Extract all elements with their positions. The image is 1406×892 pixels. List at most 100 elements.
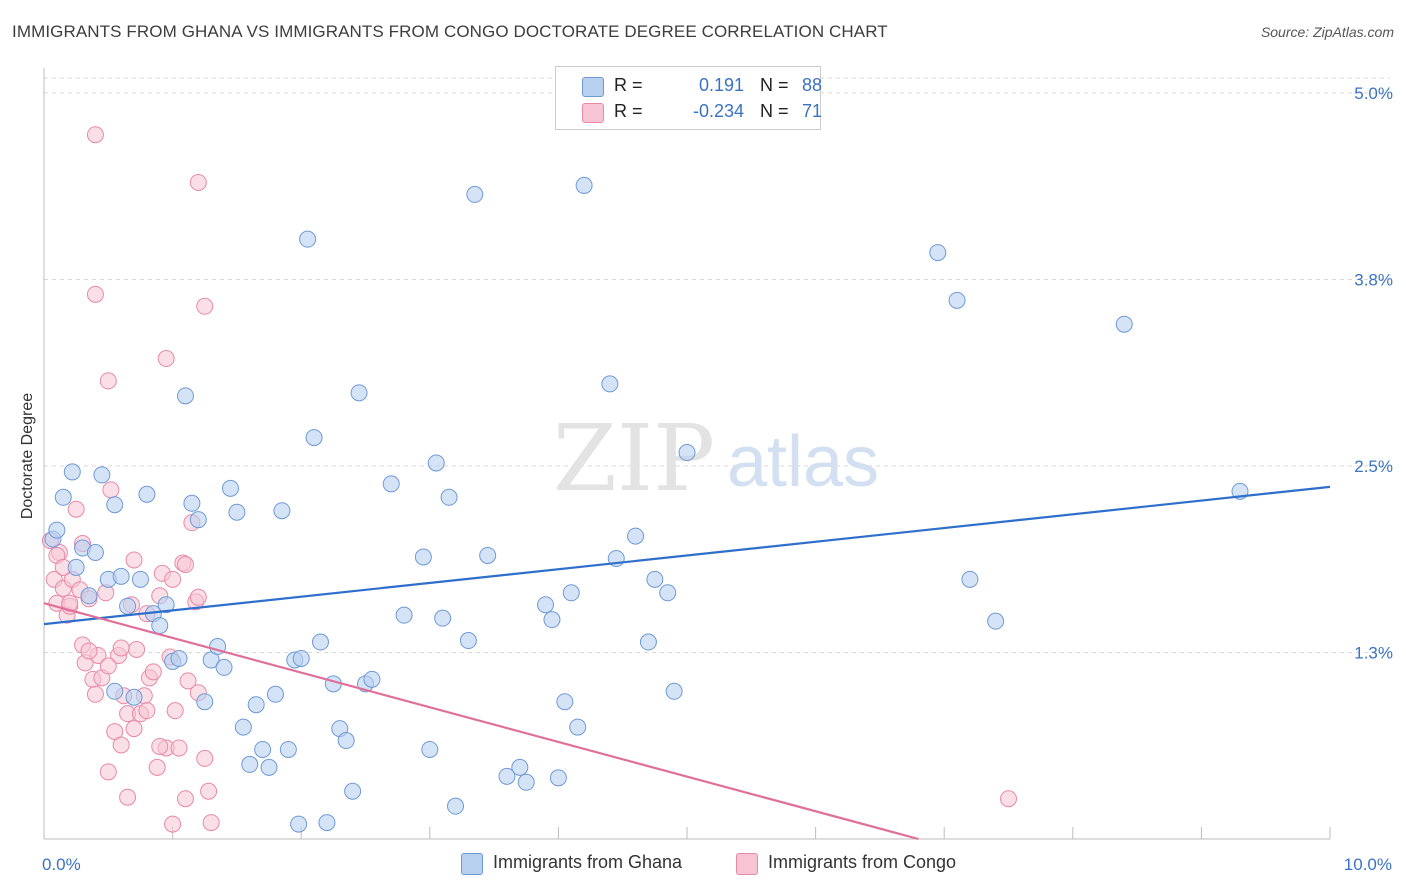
ghana-point xyxy=(459,632,477,650)
congo-point xyxy=(125,720,143,738)
ghana-point xyxy=(170,649,188,667)
congo-point xyxy=(86,285,104,303)
ghana-r-label: R = xyxy=(614,75,643,95)
congo-legend-label: Immigrants from Congo xyxy=(768,852,957,872)
congo-legend-swatch xyxy=(736,853,758,875)
ghana-legend-label: Immigrants from Ghana xyxy=(493,852,683,872)
ghana-point xyxy=(479,546,497,564)
ghana-point xyxy=(119,597,137,615)
ghana-point xyxy=(350,384,368,402)
chart-title: IMMIGRANTS FROM GHANA VS IMMIGRANTS FROM… xyxy=(12,22,888,41)
ghana-point xyxy=(556,693,574,711)
congo-point xyxy=(200,782,218,800)
ghana-point xyxy=(569,718,587,736)
source-credit: Source: ZipAtlas.com xyxy=(1260,24,1394,40)
y-tick-label: 3.8% xyxy=(1354,270,1393,289)
ghana-point xyxy=(948,291,966,309)
ghana-point xyxy=(260,758,278,776)
ghana-n-label: N = xyxy=(760,75,789,95)
congo-n-value: 71 xyxy=(801,101,822,121)
ghana-point xyxy=(221,479,239,497)
ghana-r-value: 0.191 xyxy=(698,75,744,95)
congo-point xyxy=(189,173,207,191)
congo-point xyxy=(189,588,207,606)
congo-point xyxy=(99,372,117,390)
trend-lines xyxy=(43,485,1331,841)
ghana-point xyxy=(299,230,317,248)
congo-point xyxy=(67,500,85,518)
ghana-point xyxy=(93,466,111,484)
ghana-points xyxy=(44,176,1249,833)
congo-points xyxy=(41,126,1017,833)
ghana-n-value: 88 xyxy=(801,75,822,95)
ghana-point xyxy=(183,494,201,512)
ghana-point xyxy=(511,758,529,776)
ghana-point xyxy=(575,176,593,194)
congo-point xyxy=(157,350,175,368)
ghana-point xyxy=(112,567,130,585)
congo-point xyxy=(151,737,169,755)
ghana-point xyxy=(196,693,214,711)
congo-point xyxy=(166,702,184,720)
stats-legend: R = 0.191 N = 88 R = -0.234 N = 71 xyxy=(555,66,822,130)
ghana-point xyxy=(344,782,362,800)
congo-point xyxy=(119,788,137,806)
ghana-point xyxy=(305,429,323,447)
ghana-point xyxy=(427,454,445,472)
ghana-point xyxy=(157,596,175,614)
ghana-point xyxy=(290,815,308,833)
ghana-point xyxy=(987,612,1005,630)
congo-point xyxy=(176,555,194,573)
ghana-point xyxy=(311,633,329,651)
congo-point xyxy=(125,551,143,569)
ghana-point xyxy=(138,485,156,503)
congo-r-value: -0.234 xyxy=(692,101,744,121)
y-tick-label: 2.5% xyxy=(1354,457,1393,476)
ghana-point xyxy=(318,814,336,832)
ghana-point xyxy=(80,587,98,605)
congo-r-label: R = xyxy=(614,101,643,121)
ghana-point xyxy=(498,767,516,785)
congo-point xyxy=(138,702,156,720)
ghana-point xyxy=(125,688,143,706)
watermark-atlas: atlas xyxy=(727,422,879,502)
ghana-point xyxy=(414,548,432,566)
congo-point xyxy=(202,814,220,832)
y-tick-label: 5.0% xyxy=(1354,84,1393,103)
congo-point xyxy=(196,297,214,315)
tick-labels: 1.3% 2.5% 3.8% 5.0% 0.0% 10.0% xyxy=(42,84,1393,874)
ghana-trend-line xyxy=(43,485,1331,626)
axes xyxy=(43,68,1331,840)
ghana-point xyxy=(254,740,272,758)
congo-point xyxy=(128,640,146,658)
ghana-point xyxy=(627,527,645,545)
ghana-point xyxy=(337,732,355,750)
ghana-point xyxy=(273,502,291,520)
congo-point xyxy=(196,749,214,767)
ghana-point xyxy=(543,611,561,629)
ghana-point xyxy=(434,609,452,627)
ghana-point xyxy=(382,475,400,493)
ghana-point xyxy=(440,488,458,506)
ghana-point xyxy=(131,570,149,588)
ghana-point xyxy=(646,570,664,588)
congo-point xyxy=(164,570,182,588)
congo-point xyxy=(86,685,104,703)
ghana-point xyxy=(537,596,555,614)
ghana-point xyxy=(549,769,567,787)
congo-trend-line xyxy=(43,602,919,841)
congo-point xyxy=(1000,790,1017,808)
x-tick-label: 10.0% xyxy=(1344,855,1392,874)
congo-point xyxy=(176,790,194,808)
ghana-point xyxy=(466,185,484,203)
ghana-point xyxy=(601,375,619,393)
congo-point xyxy=(86,126,104,144)
ghana-point xyxy=(176,387,194,405)
congo-point xyxy=(148,758,166,776)
ghana-point xyxy=(639,633,657,651)
watermark: ZIP atlas xyxy=(553,405,879,512)
ghana-point xyxy=(54,488,72,506)
ghana-point xyxy=(48,521,66,539)
ghana-swatch xyxy=(582,77,604,97)
